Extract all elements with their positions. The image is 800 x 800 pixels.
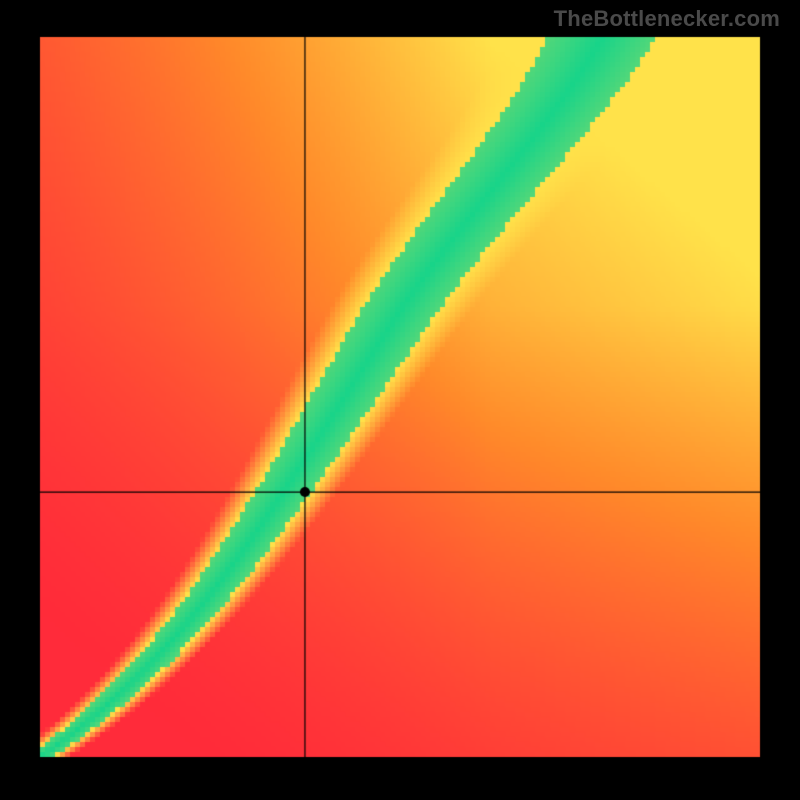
heatmap-canvas: [0, 0, 800, 800]
chart-container: TheBottlenecker.com: [0, 0, 800, 800]
watermark-text: TheBottlenecker.com: [554, 6, 780, 32]
